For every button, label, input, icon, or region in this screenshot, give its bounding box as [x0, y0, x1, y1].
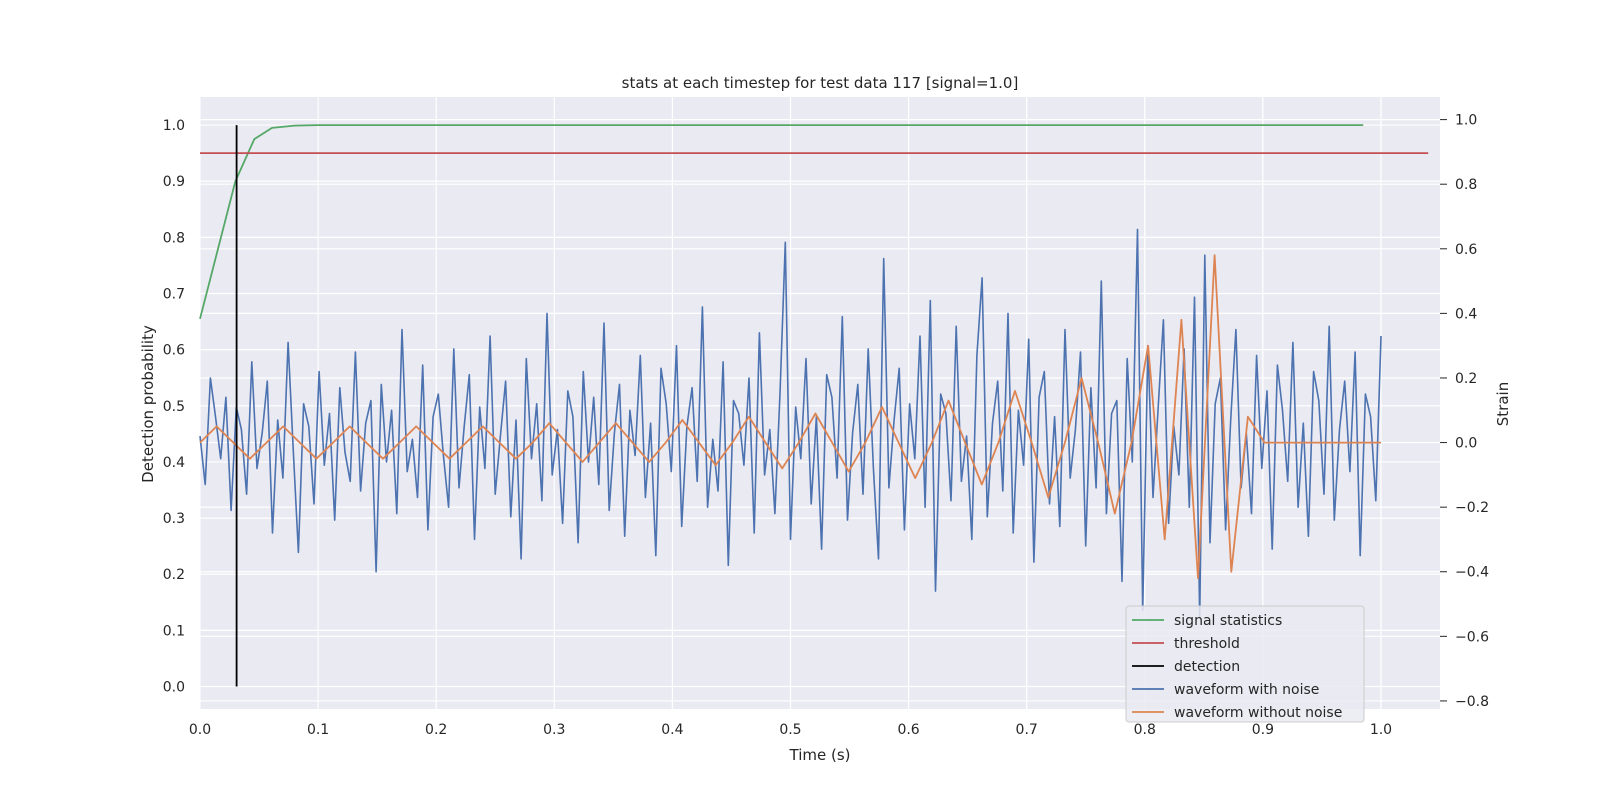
y-axis-right-label: Strain: [1494, 382, 1512, 426]
y-right-tick-label: 1.0: [1455, 113, 1477, 129]
legend-label-threshold: threshold: [1174, 636, 1240, 652]
axis-ticks: 0.0 0.1 0.2 0.3 0.4 0.5 0.6 0.7 0.8 0.9 1.0 0.0 0.1 0…: [163, 113, 1489, 738]
y-left-tick-label: 0.9: [163, 174, 185, 190]
x-axis-label: Time (s): [789, 746, 851, 764]
x-tick-label: 0.6: [897, 722, 919, 738]
y-right-tick-label: −0.4: [1455, 565, 1489, 581]
y-left-tick-label: 0.1: [163, 623, 185, 639]
y-right-tick-label: 0.4: [1455, 306, 1477, 322]
y-left-tick-label: 0.2: [163, 567, 185, 583]
y-right-tick-label: −0.6: [1455, 629, 1489, 645]
legend-label-detection: detection: [1174, 659, 1240, 675]
legend-label-waveform-with-noise: waveform with noise: [1174, 682, 1319, 698]
y-left-tick-label: 0.8: [163, 230, 185, 246]
y-left-tick-label: 0.4: [163, 455, 185, 471]
x-tick-label: 0.0: [189, 722, 211, 738]
chart-title: stats at each timestep for test data 117…: [622, 74, 1019, 92]
x-tick-label: 0.8: [1134, 722, 1156, 738]
legend-box: [1125, 605, 1365, 723]
x-tick-label: 0.9: [1252, 722, 1274, 738]
y-left-tick-label: 0.6: [163, 343, 185, 359]
legend-label-waveform-without-noise: waveform without noise: [1174, 705, 1342, 721]
y-right-tick-label: 0.8: [1455, 177, 1477, 193]
x-tick-label: 0.7: [1016, 722, 1038, 738]
y-right-tick-label: 0.0: [1455, 436, 1477, 452]
x-tick-label: 1.0: [1370, 722, 1392, 738]
x-tick-label: 0.1: [307, 722, 329, 738]
y-right-tick-label: −0.8: [1455, 694, 1489, 710]
chart-marks: [199, 124, 1429, 687]
x-tick-label: 0.5: [779, 722, 801, 738]
legend: signal statistics threshold detection wavef…: [1125, 605, 1365, 723]
y-right-tick-label: 0.6: [1455, 242, 1477, 258]
x-tick-label: 0.4: [661, 722, 683, 738]
y-left-tick-label: 0.7: [163, 287, 185, 303]
y-left-tick-label: 0.3: [163, 511, 185, 527]
y-left-tick-label: 0.0: [163, 680, 185, 696]
y-right-tick-label: 0.2: [1455, 371, 1477, 387]
x-tick-label: 0.3: [543, 722, 565, 738]
legend-label-signal-statistics: signal statistics: [1174, 613, 1282, 629]
y-left-tick-label: 1.0: [163, 118, 185, 134]
x-tick-label: 0.2: [425, 722, 447, 738]
y-left-tick-label: 0.5: [163, 399, 185, 415]
y-axis-left-label: Detection probability: [139, 325, 157, 483]
series-line-signal-statistics: [199, 124, 1364, 320]
series-line-waveform-without-noise: [199, 254, 1381, 580]
y-right-tick-label: −0.2: [1455, 500, 1489, 516]
